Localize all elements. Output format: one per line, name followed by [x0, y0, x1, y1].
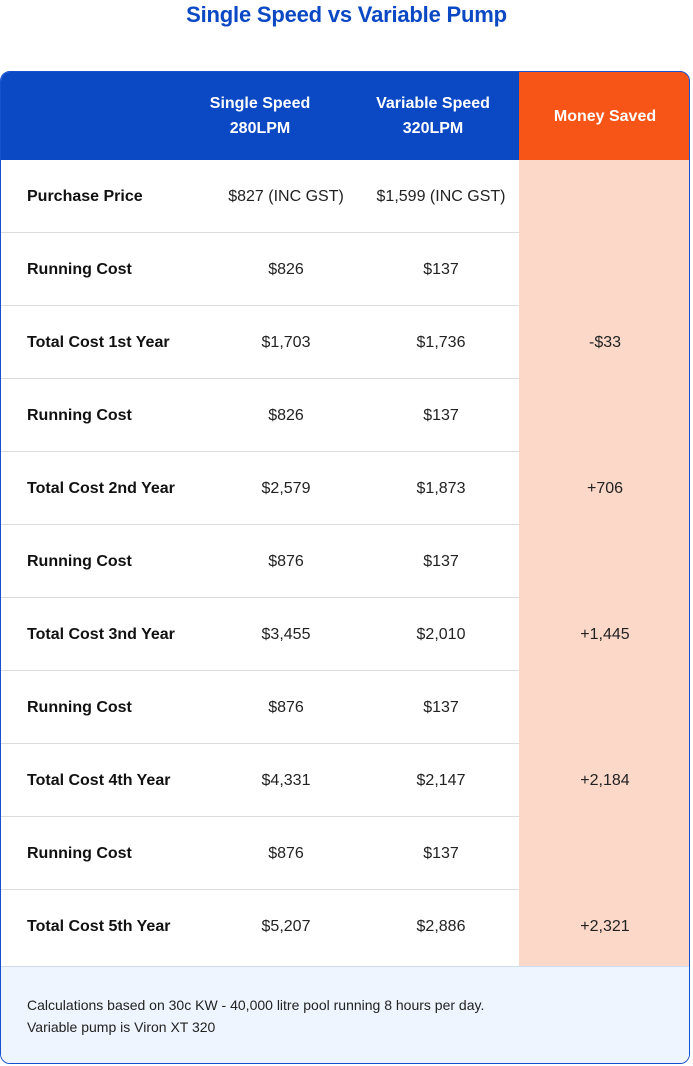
comparison-table: Single Speed 280LPM Variable Speed 320LP… [0, 71, 690, 1064]
table-row: Running Cost $826 $137 [1, 233, 519, 306]
table-row: Total Cost 4th Year $4,331 $2,147 [1, 744, 519, 817]
variable-speed-value: $137 [423, 553, 459, 570]
header-single-speed-flow: 280LPM [229, 120, 291, 137]
row-divider [1, 524, 519, 525]
header-variable-speed-name: Variable Speed [376, 95, 490, 112]
single-speed-value: $1,703 [261, 334, 311, 351]
variable-speed-value: $2,010 [416, 626, 466, 643]
money-saved-value: +2,321 [580, 918, 630, 935]
table-row: Total Cost 3nd Year $3,455 $2,010 [1, 598, 519, 671]
variable-speed-value: $2,147 [416, 772, 466, 789]
single-speed-value: $2,579 [261, 480, 311, 497]
row-label: Total Cost 4th Year [27, 772, 171, 789]
money-saved-value: +706 [586, 480, 624, 497]
single-speed-value: $876 [268, 553, 304, 570]
single-speed-value: $826 [268, 407, 304, 424]
row-divider [1, 889, 519, 890]
single-speed-value: $4,331 [261, 772, 311, 789]
single-speed-value: $827 (INC GST) [228, 188, 344, 205]
variable-speed-value: $137 [423, 407, 459, 424]
row-label: Purchase Price [27, 188, 143, 205]
single-speed-value: $3,455 [261, 626, 311, 643]
row-divider [1, 232, 519, 233]
table-row: Running Cost $876 $137 [1, 671, 519, 744]
row-label: Running Cost [27, 699, 132, 716]
row-label: Running Cost [27, 553, 132, 570]
variable-speed-value: $2,886 [416, 918, 466, 935]
table-row: Total Cost 5th Year $5,207 $2,886 [1, 890, 519, 963]
header-money-saved-label: Money Saved [553, 107, 657, 125]
header-single-speed-name: Single Speed [209, 95, 311, 112]
header-variable-speed-flow: 320LPM [402, 120, 464, 137]
variable-speed-value: $1,873 [416, 480, 466, 497]
header-single-speed: Single Speed 280LPM [181, 72, 339, 160]
table-row: Purchase Price $827 (INC GST) $1,599 (INC … [1, 160, 519, 233]
row-label: Total Cost 3nd Year [27, 626, 175, 643]
row-label: Total Cost 5th Year [27, 918, 171, 935]
footnote-calculation: Calculations based on 30c KW - 40,000 li… [27, 997, 485, 1013]
variable-speed-value: $1,599 (INC GST) [376, 188, 506, 205]
table-row: Running Cost $876 $137 [1, 525, 519, 598]
money-saved-column [519, 160, 689, 966]
table-header: Single Speed 280LPM Variable Speed 320LP… [1, 72, 689, 160]
header-variable-speed: Variable Speed 320LPM [353, 72, 513, 160]
page-title: Single Speed vs Variable Pump [186, 2, 507, 27]
money-saved-value: +2,184 [580, 772, 630, 789]
table-footnote: Calculations based on 30c KW - 40,000 li… [1, 966, 689, 1063]
variable-speed-value: $137 [423, 261, 459, 278]
single-speed-value: $876 [268, 699, 304, 716]
single-speed-value: $876 [268, 845, 304, 862]
money-saved-value: +1,445 [580, 626, 630, 643]
row-label: Total Cost 1st Year [27, 334, 170, 351]
header-money-saved: Money Saved [519, 72, 689, 160]
row-divider [1, 305, 519, 306]
table-row: Total Cost 1st Year $1,703 $1,736 [1, 306, 519, 379]
table-row: Running Cost $876 $137 [1, 817, 519, 890]
row-label: Total Cost 2nd Year [27, 480, 175, 497]
variable-speed-value: $1,736 [416, 334, 466, 351]
variable-speed-value: $137 [423, 699, 459, 716]
row-label: Running Cost [27, 407, 132, 424]
row-divider [1, 743, 519, 744]
table-row: Total Cost 2nd Year $2,579 $1,873 [1, 452, 519, 525]
table-row: Running Cost $826 $137 [1, 379, 519, 452]
row-divider [1, 378, 519, 379]
row-divider [1, 670, 519, 671]
row-divider [1, 816, 519, 817]
single-speed-value: $826 [268, 261, 304, 278]
row-divider [1, 451, 519, 452]
row-label: Running Cost [27, 261, 132, 278]
row-label: Running Cost [27, 845, 132, 862]
footnote-pump-model: Variable pump is Viron XT 320 [27, 1019, 216, 1035]
variable-speed-value: $137 [423, 845, 459, 862]
row-divider [1, 597, 519, 598]
single-speed-value: $5,207 [261, 918, 311, 935]
money-saved-value: -$33 [588, 334, 622, 351]
